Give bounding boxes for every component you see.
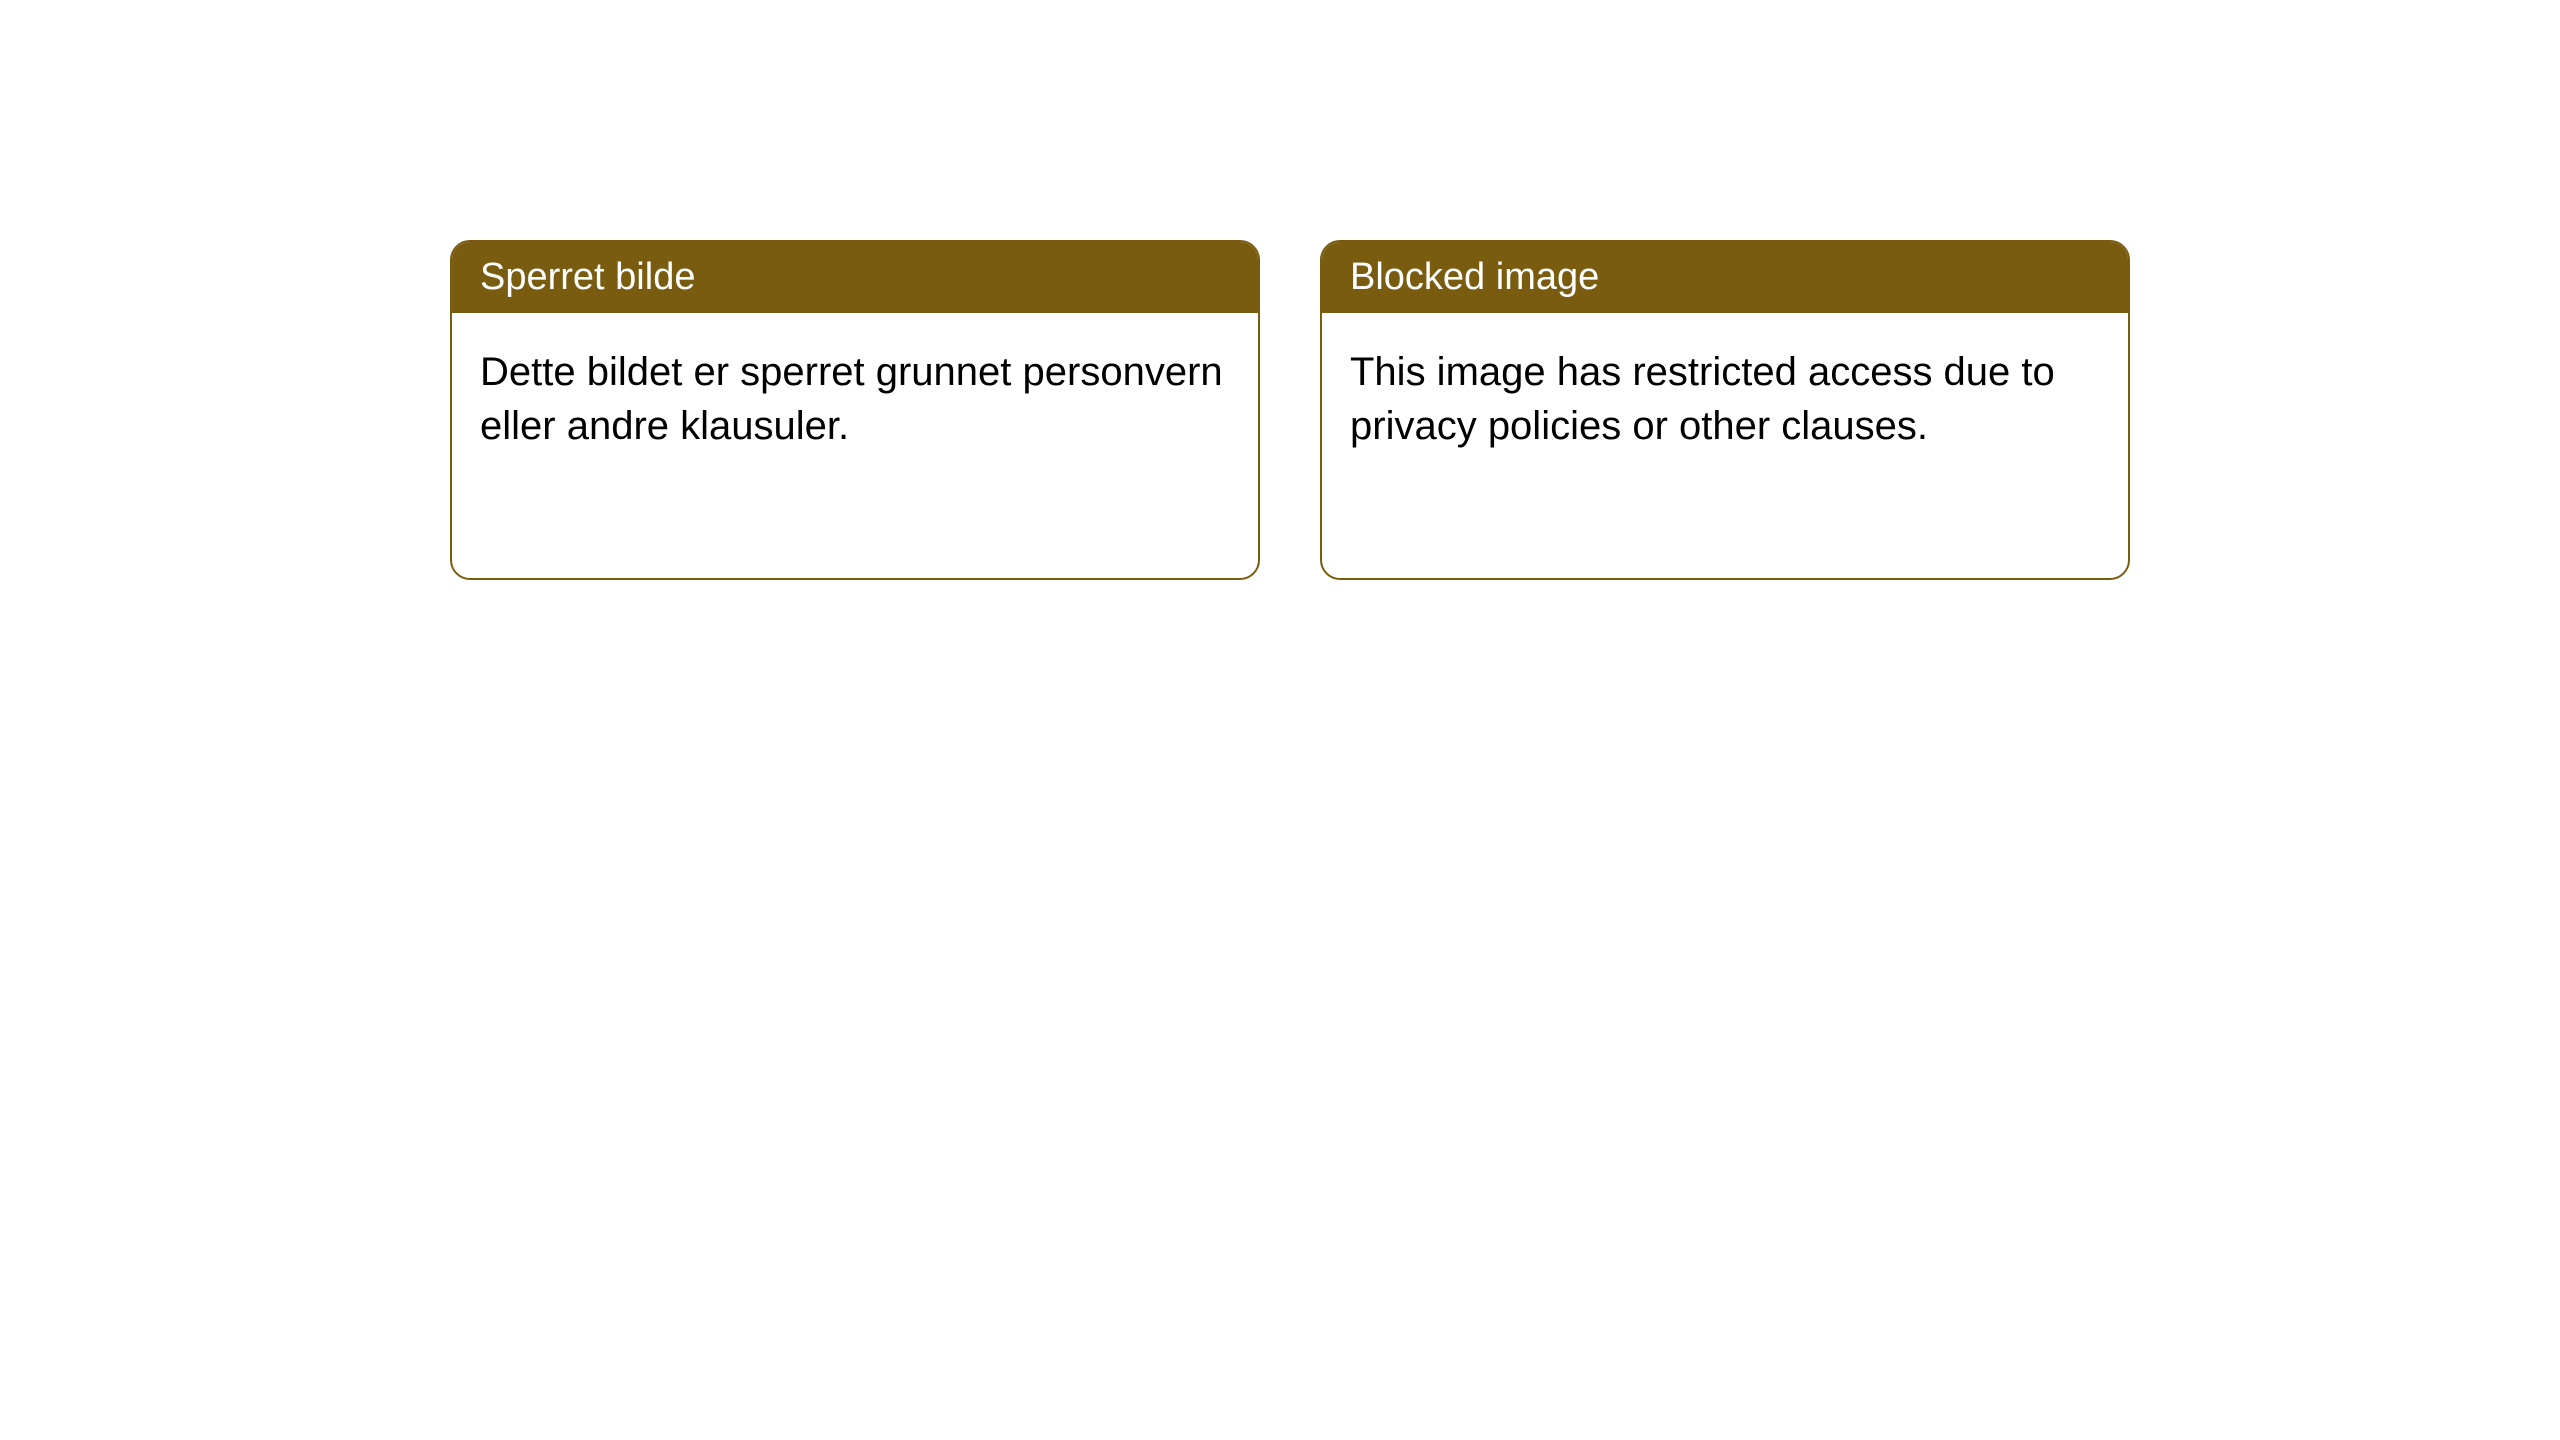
card-body: Dette bildet er sperret grunnet personve… — [452, 313, 1258, 485]
cards-container: Sperret bilde Dette bildet er sperret gr… — [0, 0, 2560, 580]
card-title: Sperret bilde — [452, 242, 1258, 313]
blocked-image-card-en: Blocked image This image has restricted … — [1320, 240, 2130, 580]
card-body: This image has restricted access due to … — [1322, 313, 2128, 485]
blocked-image-card-no: Sperret bilde Dette bildet er sperret gr… — [450, 240, 1260, 580]
card-title: Blocked image — [1322, 242, 2128, 313]
